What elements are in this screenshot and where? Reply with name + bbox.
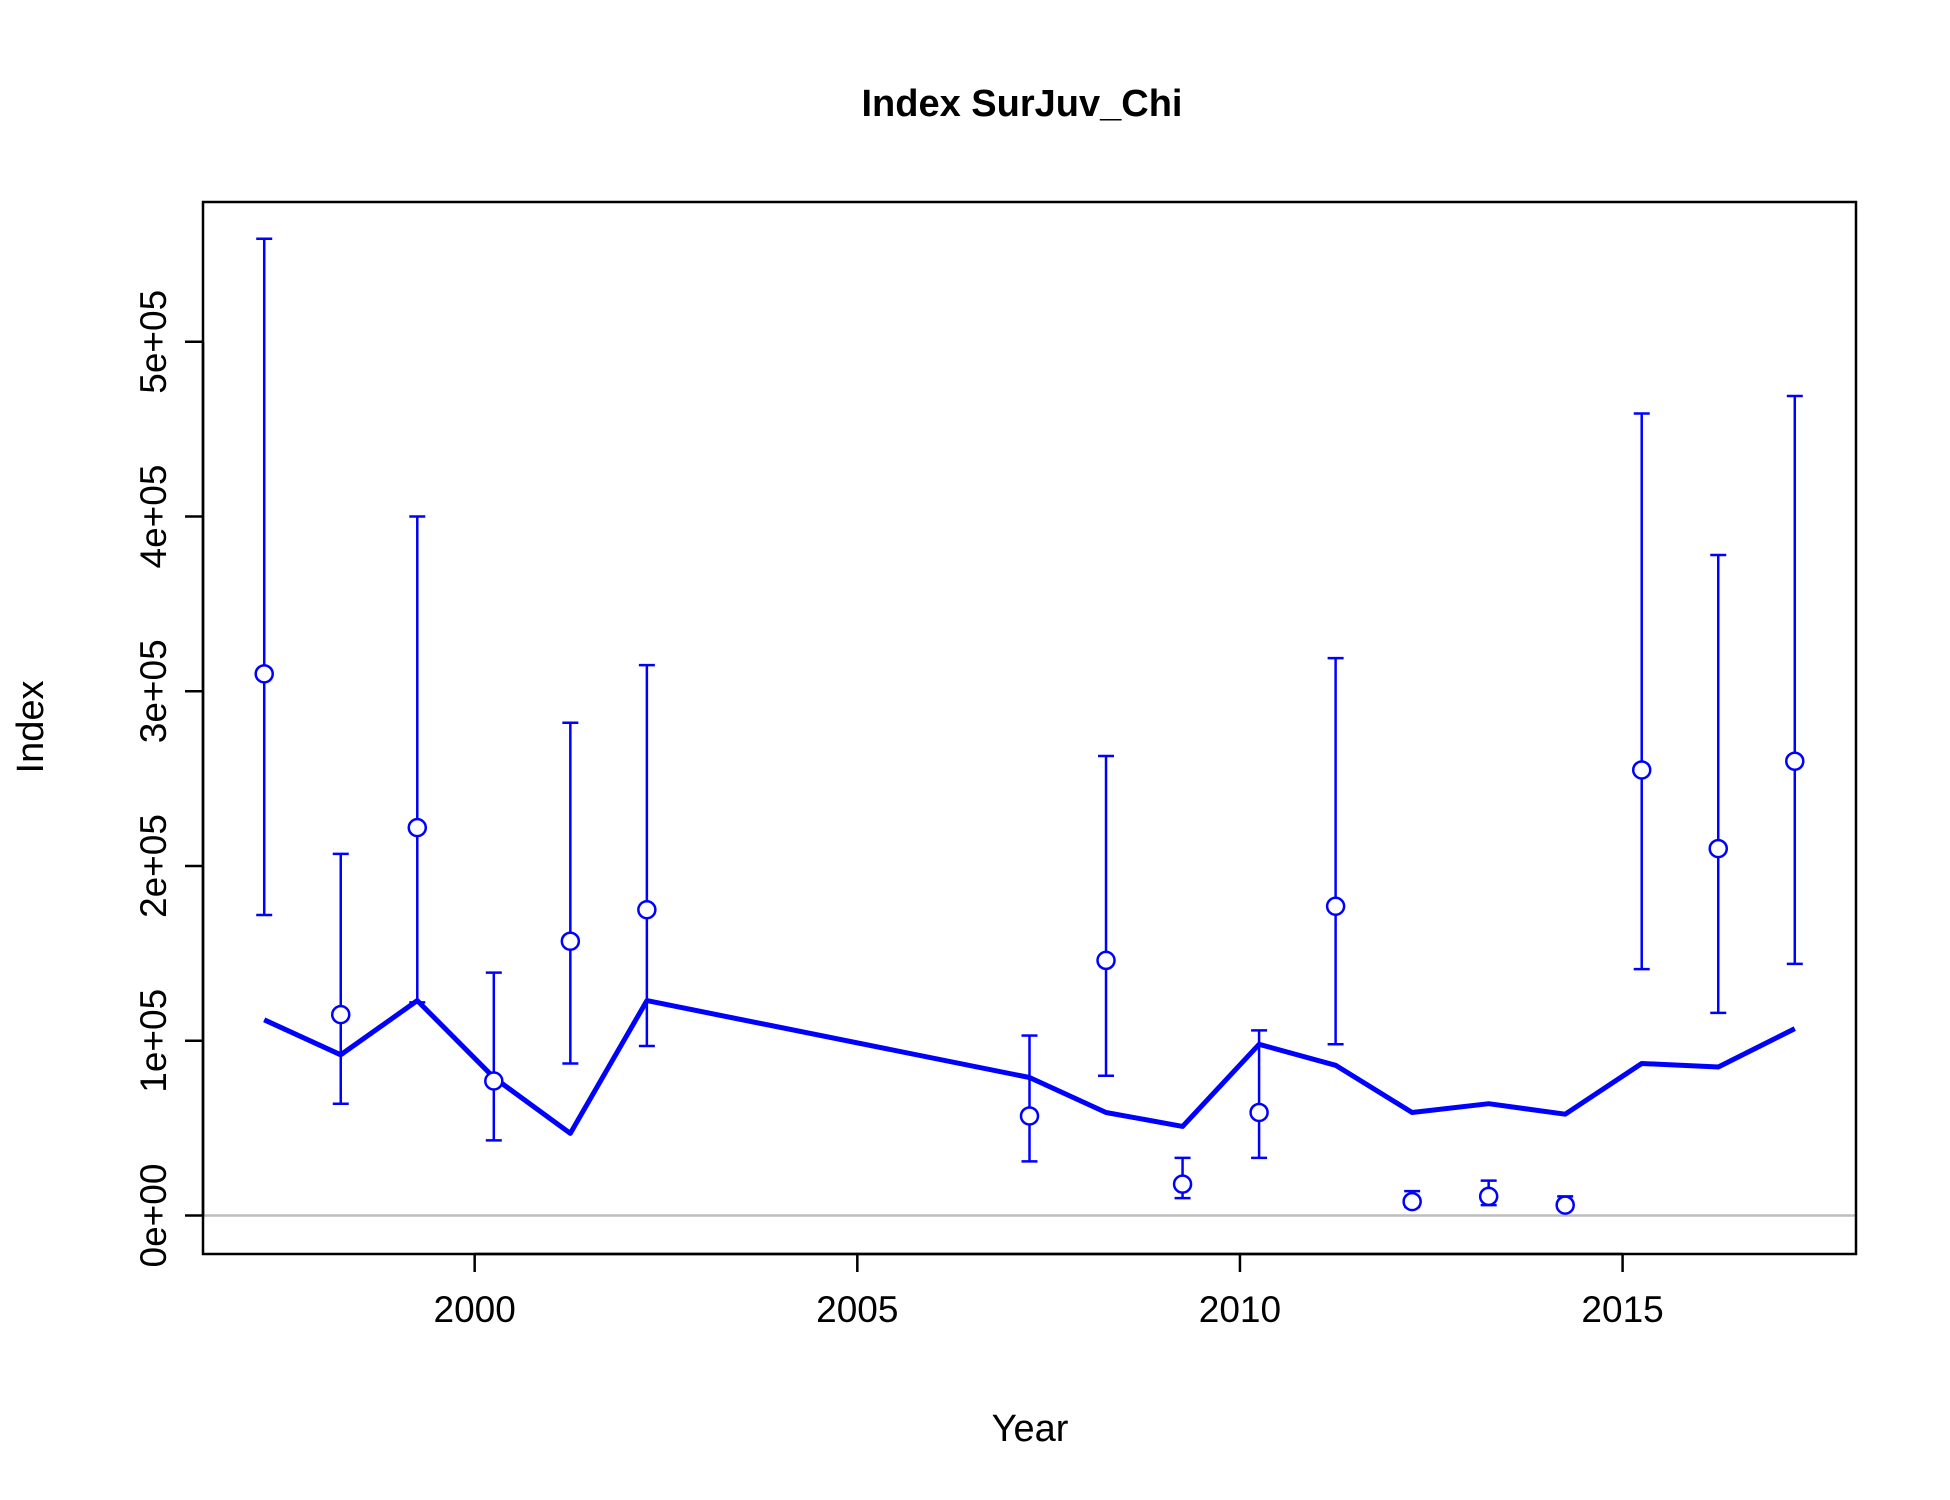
error-bar — [485, 971, 502, 1142]
observed-point — [1096, 950, 1116, 971]
y-axis-label: Index — [10, 681, 52, 774]
observed-point — [1019, 1106, 1040, 1126]
observed-point — [1249, 1102, 1269, 1123]
observed-point — [484, 1071, 504, 1091]
x-axis-label: Year — [992, 1408, 1069, 1450]
error-bar — [1786, 394, 1803, 966]
chart-title: Index SurJuv_Chi — [862, 83, 1183, 125]
x-tick-label: 2005 — [816, 1289, 898, 1330]
observed-point — [637, 899, 657, 920]
y-tick-label: 5e+05 — [133, 290, 174, 394]
observed-point — [1631, 760, 1652, 780]
error-bar — [1098, 754, 1115, 1078]
y-tick-label: 3e+05 — [133, 639, 174, 743]
error-bar — [1710, 553, 1727, 1015]
plot-frame — [201, 200, 1858, 1256]
error-bar — [409, 515, 426, 1004]
y-tick-label: 2e+05 — [133, 814, 174, 918]
error-bar — [256, 237, 273, 917]
error-bar — [638, 663, 655, 1048]
x-axis: 2000 2005 2010 2015 — [434, 1252, 1664, 1330]
observed-point — [1172, 1174, 1193, 1194]
observed-point — [1785, 751, 1805, 771]
x-tick-label: 2015 — [1581, 1289, 1663, 1330]
y-tick-label: 1e+05 — [133, 989, 174, 1093]
x-tick-label: 2000 — [434, 1289, 516, 1330]
observed-point — [1402, 1191, 1422, 1212]
expected-series — [263, 998, 1796, 1136]
observed-point — [1555, 1195, 1575, 1215]
observed-point — [1325, 896, 1346, 916]
y-axis: 0e+00 1e+05 2e+05 3e+05 4e+05 5e+05 — [133, 290, 205, 1268]
error-bar — [1327, 656, 1344, 1046]
y-tick-label: 0e+00 — [133, 1164, 174, 1268]
observed-point — [1708, 838, 1728, 859]
error-bars — [256, 237, 1803, 1210]
observed-point — [254, 664, 274, 684]
observed-point — [1478, 1186, 1499, 1207]
expected-line — [263, 998, 1796, 1136]
observed-point — [407, 817, 428, 838]
error-bar — [1021, 1034, 1038, 1163]
error-bar — [332, 852, 349, 1105]
error-bar — [1251, 1029, 1268, 1160]
error-bar — [562, 721, 579, 1065]
observed-point — [560, 931, 581, 951]
error-bar — [1633, 412, 1650, 971]
y-tick-label: 4e+05 — [133, 465, 174, 569]
observed-point — [331, 1004, 351, 1025]
x-tick-label: 2010 — [1199, 1289, 1281, 1330]
observed-points — [254, 664, 1805, 1215]
